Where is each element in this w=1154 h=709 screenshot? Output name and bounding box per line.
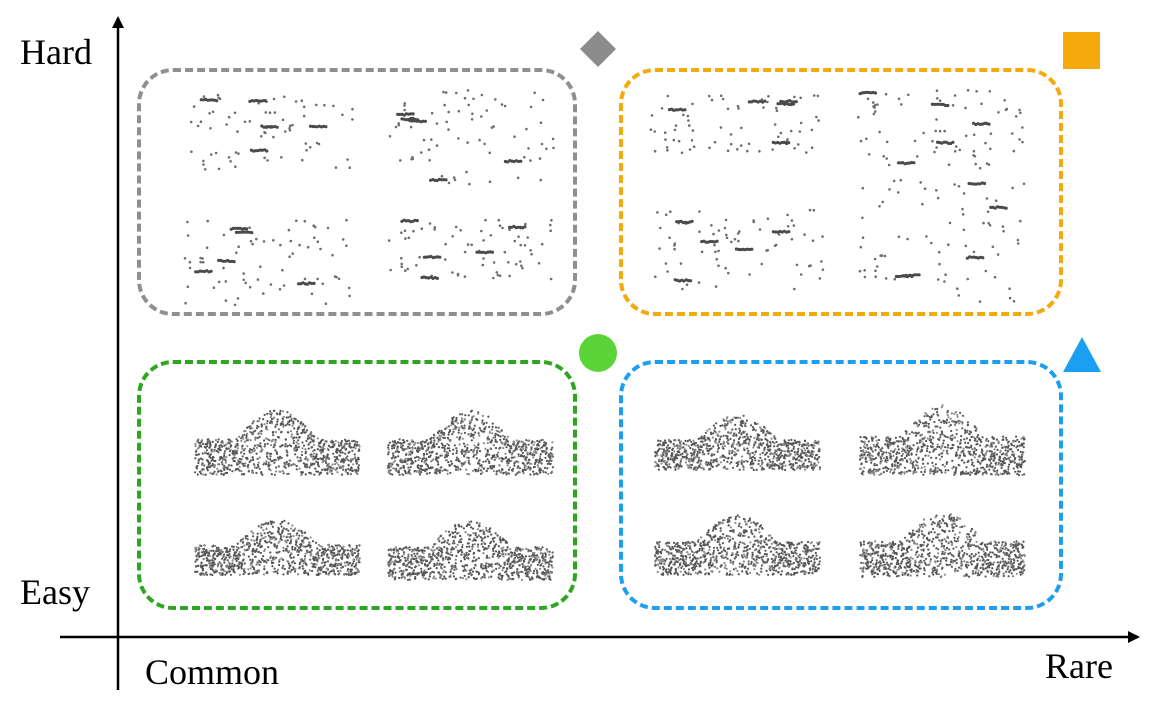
circle-icon bbox=[579, 334, 617, 372]
square-icon bbox=[1063, 32, 1100, 69]
triangle-icon bbox=[1063, 337, 1101, 372]
diamond-icon bbox=[580, 31, 616, 67]
